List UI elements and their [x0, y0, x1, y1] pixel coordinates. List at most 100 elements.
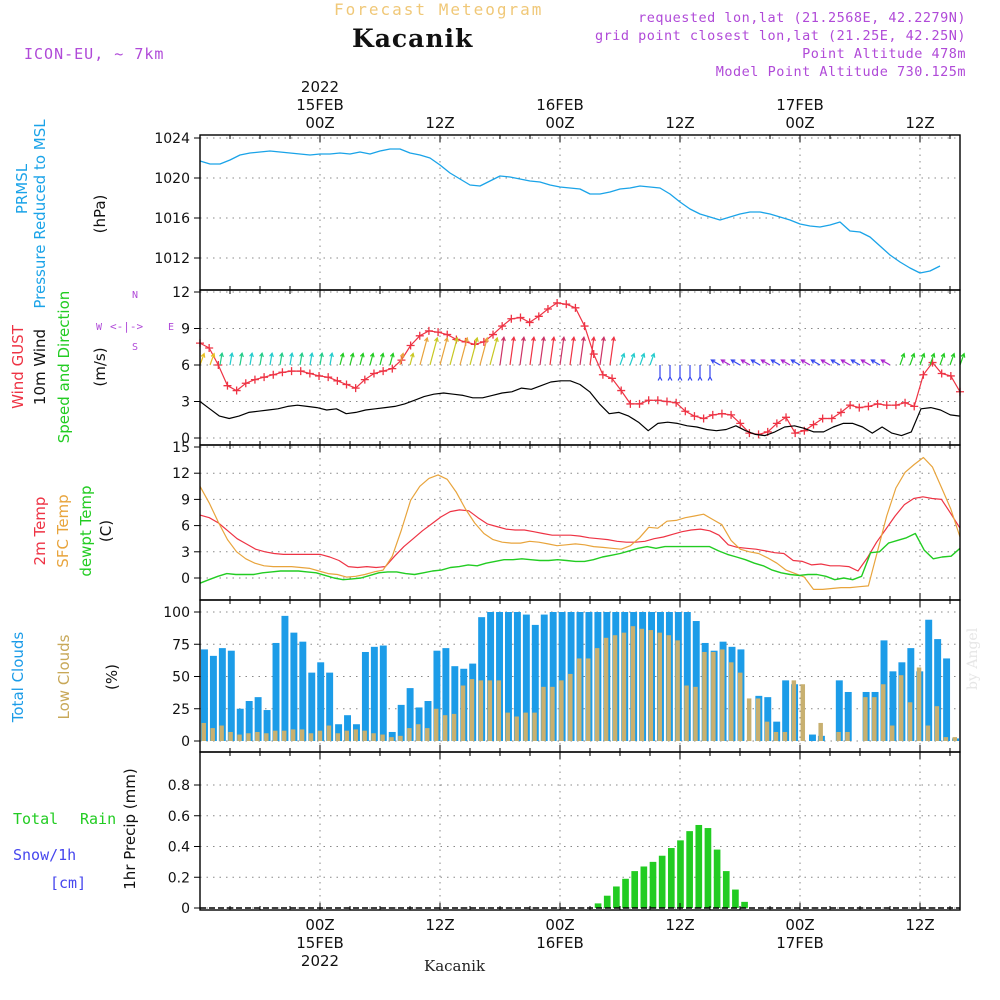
- low-cloud-bar: [210, 728, 215, 741]
- low-cloud-bar: [603, 637, 609, 741]
- wind-arrow: [820, 359, 831, 366]
- wind-arrow-shaft: [831, 359, 841, 366]
- total-cloud-bar: [809, 734, 816, 741]
- low-cloud-bar: [496, 680, 502, 741]
- top-time-label: 00Z: [305, 114, 334, 132]
- rain-bar: [695, 824, 703, 908]
- gust-marker: [333, 376, 342, 385]
- gust-marker: [681, 407, 690, 416]
- wind-arrow: [720, 359, 731, 366]
- low-cloud-bar: [782, 731, 788, 741]
- bottom-date-label: 16FEB: [536, 934, 583, 952]
- wind-arrow-shaft: [259, 353, 263, 366]
- gust-line: [199, 302, 961, 435]
- wind-arrow: [687, 365, 693, 381]
- wind-arrow-shaft: [629, 353, 635, 366]
- total-cloud-bar: [299, 641, 307, 741]
- gust-marker: [543, 305, 552, 314]
- total-cloud-bar: [326, 672, 334, 741]
- wind-arrow-head: [730, 359, 736, 364]
- wind-arrow-shaft: [549, 337, 555, 366]
- wind-arrow-head: [930, 352, 936, 358]
- low-cloud-bar: [398, 735, 403, 741]
- wind-arrow-head: [800, 359, 806, 364]
- wind-arrow-head: [820, 359, 826, 364]
- wind-arrow-shaft: [509, 337, 515, 366]
- rain-bar: [658, 855, 666, 908]
- y-tick-label: 0.8: [168, 778, 190, 794]
- low-cloud-bar: [255, 731, 260, 741]
- low-cloud-bar: [773, 731, 779, 741]
- rain-bar: [649, 861, 657, 908]
- wind-arrow-head: [697, 375, 703, 381]
- bottom-time-label: 12Z: [425, 916, 454, 934]
- low-cloud-bar: [898, 675, 904, 741]
- wind-arrow-head: [269, 351, 274, 358]
- wind-arrow: [379, 352, 385, 366]
- wind-arrow: [707, 365, 713, 381]
- wind-arrow-shaft: [359, 353, 364, 366]
- low-cloud-bar: [523, 712, 528, 741]
- low-cloud-bar: [746, 698, 752, 741]
- rain-bar: [686, 831, 693, 908]
- wind-arrow: [239, 351, 244, 366]
- low-cloud-bar: [460, 685, 466, 741]
- gust-marker: [727, 410, 736, 419]
- wind-arrow-head: [239, 351, 244, 358]
- wind-arrow-shaft: [409, 353, 414, 366]
- total-cloud-bar: [505, 612, 512, 741]
- wind-arrow-head: [474, 336, 479, 342]
- wind-arrow: [339, 352, 345, 366]
- gust-marker: [653, 396, 662, 405]
- low-cloud-bar: [764, 721, 770, 741]
- gust-marker: [617, 386, 626, 395]
- gust-marker: [232, 386, 241, 395]
- wind-arrow-head: [581, 336, 586, 342]
- low-cloud-bar: [451, 713, 457, 741]
- wind-arrow: [949, 352, 956, 366]
- requested-coords: requested lon,lat (21.2568E, 42.2279N): [638, 10, 966, 26]
- total-cloud-bar: [531, 624, 539, 741]
- wind-arrow-head: [740, 359, 746, 364]
- gust-marker: [278, 368, 287, 377]
- total-cloud-bar: [442, 648, 450, 741]
- wind-arrow: [919, 352, 926, 366]
- total-cloud-bar: [281, 615, 289, 741]
- total-cloud-bar: [209, 655, 217, 741]
- wind-arrow-shaft: [711, 359, 721, 366]
- wind-arrow-shaft: [339, 353, 344, 366]
- wind-arrow: [509, 336, 516, 366]
- y-tick-label: 3: [181, 395, 190, 411]
- wind-arrow: [199, 352, 206, 366]
- wind-arrow-shaft: [919, 353, 925, 366]
- low-cloud-bar: [425, 728, 430, 741]
- wind-arrow: [479, 336, 489, 366]
- wind-arrow-shaft: [881, 359, 891, 366]
- wind-arrow-shaft: [791, 359, 801, 366]
- wind-arrow: [489, 336, 499, 366]
- wind-arrow: [880, 359, 891, 366]
- total-cloud-bar: [379, 645, 387, 741]
- wind-arrow-head: [259, 351, 264, 358]
- total-cloud-bar: [889, 671, 897, 741]
- total-cloud-bar: [361, 651, 369, 741]
- rain-bar: [594, 903, 602, 908]
- wind-arrow-shaft: [309, 353, 313, 366]
- wind-arrow-shaft: [519, 337, 525, 366]
- low-cloud-bar: [228, 731, 233, 741]
- total-cloud-bar: [925, 619, 933, 741]
- point-altitude: Point Altitude 478m: [802, 46, 966, 62]
- snow-label: Snow/1h: [13, 846, 77, 864]
- gust-marker: [827, 414, 836, 423]
- wind-arrow-shaft: [369, 353, 374, 366]
- chart-type-label: Forecast Meteogram: [334, 0, 544, 19]
- low-cloud-bar: [684, 685, 689, 741]
- y-tick-label: 100: [163, 605, 190, 621]
- wind-arrow: [929, 352, 936, 366]
- gust-marker: [315, 371, 324, 380]
- gust-marker: [489, 330, 498, 339]
- wind-arrow-head: [379, 352, 385, 358]
- total-cloud-bar: [317, 662, 325, 741]
- y-tick-label: 0: [181, 901, 190, 917]
- grid-layer: [200, 135, 960, 910]
